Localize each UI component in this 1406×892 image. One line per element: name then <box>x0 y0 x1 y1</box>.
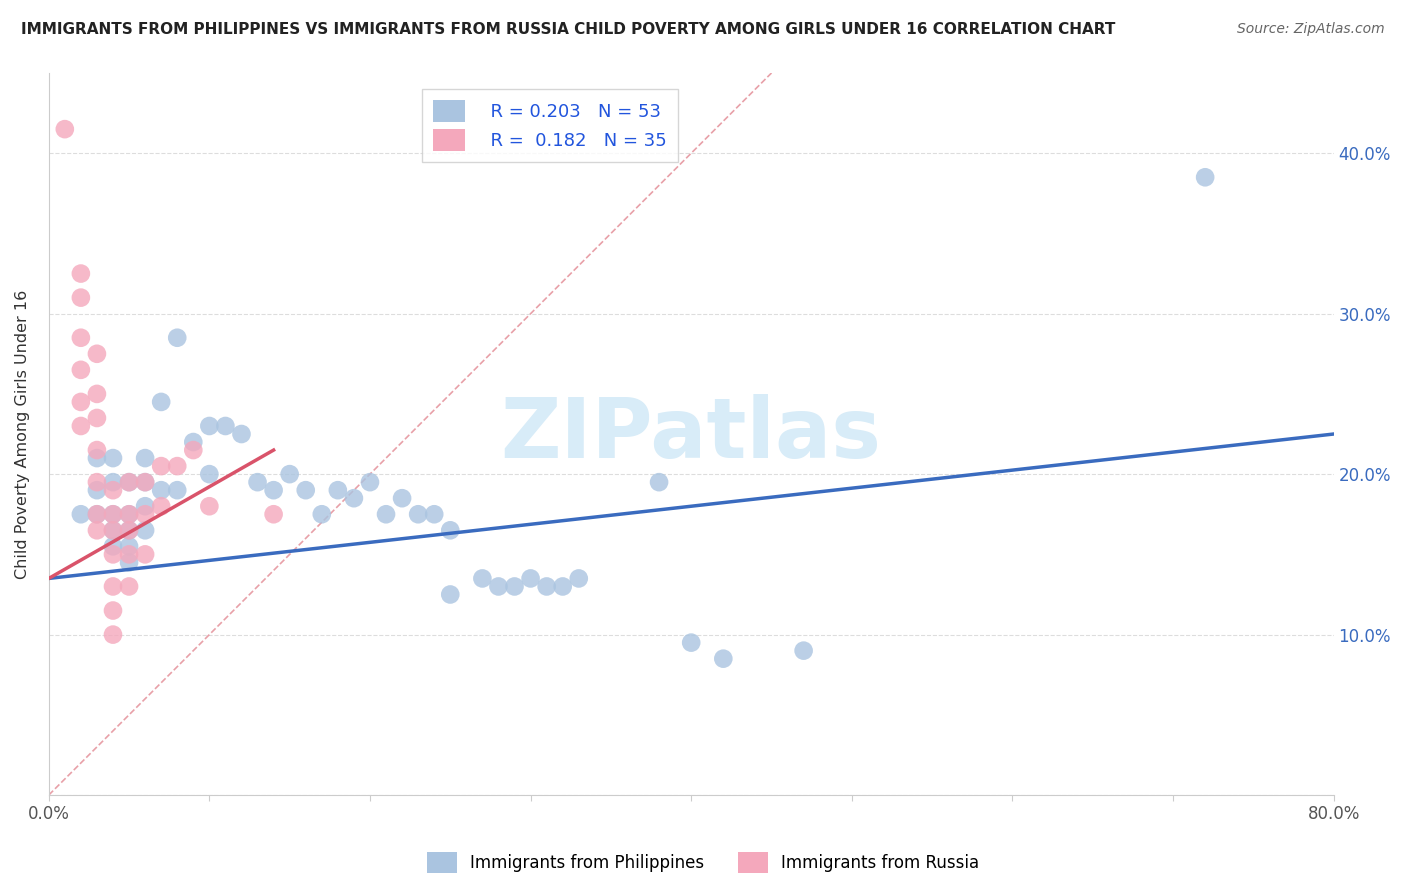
Point <box>359 475 381 490</box>
Point <box>134 475 156 490</box>
Point <box>101 547 124 561</box>
Point <box>519 571 541 585</box>
Point <box>70 267 93 281</box>
Point <box>86 508 108 522</box>
Point <box>86 508 108 522</box>
Text: Source: ZipAtlas.com: Source: ZipAtlas.com <box>1237 22 1385 37</box>
Point <box>391 491 413 506</box>
Point <box>70 419 93 434</box>
Point <box>568 571 591 585</box>
Point <box>150 500 173 514</box>
Point <box>181 435 204 450</box>
Point <box>439 587 461 601</box>
Point <box>439 524 461 538</box>
Point <box>70 363 93 377</box>
Y-axis label: Child Poverty Among Girls Under 16: Child Poverty Among Girls Under 16 <box>15 289 30 579</box>
Point <box>70 508 93 522</box>
Point <box>134 500 156 514</box>
Point <box>198 419 221 434</box>
Point <box>1194 170 1216 185</box>
Point <box>150 483 173 498</box>
Point <box>118 524 141 538</box>
Point <box>406 508 429 522</box>
Point <box>101 579 124 593</box>
Point <box>101 539 124 553</box>
Point <box>86 475 108 490</box>
Point <box>118 508 141 522</box>
Point <box>375 508 398 522</box>
Point <box>101 508 124 522</box>
Point <box>294 483 316 498</box>
Text: IMMIGRANTS FROM PHILIPPINES VS IMMIGRANTS FROM RUSSIA CHILD POVERTY AMONG GIRLS : IMMIGRANTS FROM PHILIPPINES VS IMMIGRANT… <box>21 22 1115 37</box>
Point <box>278 467 301 482</box>
Point <box>134 508 156 522</box>
Point <box>86 347 108 361</box>
Point <box>488 579 510 593</box>
Point <box>70 395 93 409</box>
Point <box>648 475 671 490</box>
Point <box>246 475 269 490</box>
Point <box>181 443 204 458</box>
Point <box>101 475 124 490</box>
Legend:   R = 0.203   N = 53,   R =  0.182   N = 35: R = 0.203 N = 53, R = 0.182 N = 35 <box>422 89 678 162</box>
Point <box>681 635 703 649</box>
Point <box>263 483 285 498</box>
Point <box>536 579 558 593</box>
Point <box>311 508 333 522</box>
Point <box>118 475 141 490</box>
Point <box>118 508 141 522</box>
Point <box>118 475 141 490</box>
Point <box>198 500 221 514</box>
Point <box>86 524 108 538</box>
Point <box>101 483 124 498</box>
Point <box>101 603 124 617</box>
Point <box>423 508 446 522</box>
Point <box>471 571 494 585</box>
Point <box>86 387 108 401</box>
Point <box>118 539 141 553</box>
Point <box>118 547 141 561</box>
Point <box>150 459 173 474</box>
Point <box>101 451 124 466</box>
Point <box>214 419 236 434</box>
Point <box>86 451 108 466</box>
Point <box>101 508 124 522</box>
Point <box>198 467 221 482</box>
Point <box>134 475 156 490</box>
Point <box>793 643 815 657</box>
Point <box>231 427 253 442</box>
Point <box>150 395 173 409</box>
Text: ZIPatlas: ZIPatlas <box>501 393 882 475</box>
Point <box>53 122 76 136</box>
Point <box>118 555 141 569</box>
Point <box>166 483 188 498</box>
Point <box>70 291 93 305</box>
Point <box>503 579 526 593</box>
Point <box>343 491 366 506</box>
Point <box>551 579 574 593</box>
Point <box>134 547 156 561</box>
Point <box>711 651 734 665</box>
Legend: Immigrants from Philippines, Immigrants from Russia: Immigrants from Philippines, Immigrants … <box>420 846 986 880</box>
Point <box>86 443 108 458</box>
Point <box>118 524 141 538</box>
Point <box>101 524 124 538</box>
Point <box>101 627 124 641</box>
Point <box>86 411 108 425</box>
Point <box>134 451 156 466</box>
Point <box>70 331 93 345</box>
Point <box>263 508 285 522</box>
Point <box>134 524 156 538</box>
Point <box>118 579 141 593</box>
Point <box>166 459 188 474</box>
Point <box>166 331 188 345</box>
Point <box>326 483 349 498</box>
Point <box>86 483 108 498</box>
Point <box>101 524 124 538</box>
